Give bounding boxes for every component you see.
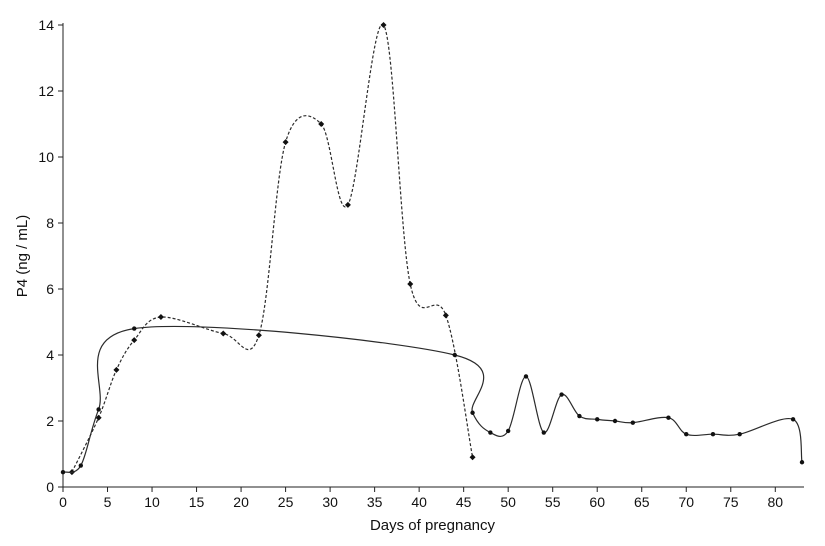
data-point-diamond [407, 281, 414, 288]
data-point-diamond [113, 366, 120, 373]
x-tick-label: 40 [411, 494, 427, 510]
y-tick-label: 8 [46, 215, 54, 231]
data-point-circle [452, 352, 457, 358]
data-point-diamond [131, 337, 138, 344]
data-point-circle [96, 407, 101, 412]
x-tick-label: 65 [634, 494, 650, 510]
y-tick-label: 0 [46, 479, 54, 495]
x-tick-label: 70 [678, 494, 694, 510]
series-layer [60, 22, 805, 476]
data-point-diamond [318, 121, 325, 127]
data-point-circle [612, 418, 618, 424]
data-point-circle [666, 415, 671, 420]
x-ticks: 0 5 10 15 20 25 30 35 40 45 50 55 60 65 70 75 80 [59, 487, 783, 510]
x-tick-label: 30 [322, 494, 338, 510]
x-tick-label: 75 [723, 494, 739, 510]
data-point-diamond [469, 454, 476, 461]
data-point-diamond [282, 139, 289, 146]
x-tick-label: 50 [500, 494, 516, 510]
x-tick-label: 25 [278, 494, 294, 510]
x-tick-label: 80 [768, 494, 784, 510]
axes [62, 23, 804, 488]
data-point-circle [488, 430, 493, 435]
y-tick-label: 12 [38, 83, 54, 99]
x-tick-label: 45 [456, 494, 472, 510]
data-point-diamond [220, 330, 227, 337]
data-point-diamond [95, 414, 102, 421]
data-point-circle [595, 417, 600, 422]
x-tick-label: 20 [233, 494, 249, 510]
y-axis-title: P4 (ng / mL) [14, 215, 31, 298]
data-point-circle [60, 469, 66, 475]
data-point-circle [790, 417, 796, 422]
series-line-solid [62, 325, 803, 473]
data-point-circle [470, 410, 475, 415]
x-tick-label: 15 [189, 494, 205, 510]
data-point-circle [559, 392, 564, 397]
data-point-circle [710, 432, 716, 437]
data-point-diamond [380, 22, 387, 28]
data-point-diamond [255, 332, 262, 339]
data-point-diamond [344, 201, 351, 208]
data-point-diamond [157, 314, 164, 321]
y-tick-label: 14 [38, 17, 54, 33]
x-tick-label: 60 [589, 494, 605, 510]
y-tick-label: 6 [46, 281, 54, 297]
y-ticks: 0 2 4 6 8 10 12 14 [38, 17, 63, 495]
data-point-circle [523, 374, 529, 379]
y-tick-label: 4 [46, 347, 54, 363]
x-tick-label: 5 [104, 494, 112, 510]
y-tick-label: 2 [46, 413, 54, 429]
data-point-diamond [442, 312, 449, 319]
data-point-circle [577, 413, 582, 419]
x-axis-title: Days of pregnancy [370, 517, 496, 534]
series-dashed [68, 22, 476, 476]
data-point-circle [78, 463, 84, 468]
data-point-circle [132, 326, 137, 331]
x-tick-label: 0 [59, 494, 67, 510]
data-point-circle [541, 430, 546, 435]
x-tick-label: 55 [545, 494, 561, 510]
y-tick-label: 10 [38, 149, 54, 165]
series-line-dashed [71, 24, 474, 473]
data-point-circle [737, 432, 742, 437]
data-point-circle [799, 460, 805, 465]
x-tick-label: 35 [367, 494, 383, 510]
series-solid [60, 325, 805, 475]
x-tick-label: 10 [144, 494, 160, 510]
data-point-circle [505, 428, 511, 434]
data-point-circle [630, 420, 636, 425]
data-point-circle [684, 432, 689, 437]
